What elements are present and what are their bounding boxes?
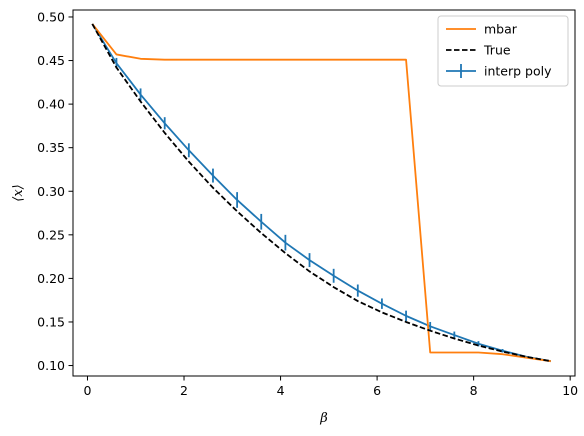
series-line-mbar	[91, 23, 551, 363]
legend-label: mbar	[484, 22, 518, 37]
legend-label: True	[483, 43, 511, 58]
series-line-interp-poly	[91, 23, 552, 363]
x-tick-label: 4	[277, 383, 285, 398]
plot-series	[91, 23, 552, 363]
y-axis-ticks: 0.10 0.15 0.20 0.25 0.30 0.35 0.40 0.45 0.50	[37, 9, 73, 373]
y-tick-label: 0.40	[37, 97, 65, 112]
series-line-true	[91, 23, 552, 363]
y-tick-label: 0.50	[37, 9, 65, 24]
plot-area-border	[72, 9, 576, 377]
x-tick-label: 10	[562, 383, 578, 398]
x-tick-label: 2	[180, 383, 188, 398]
y-axis-label: ⟨x⟩	[11, 184, 26, 201]
y-tick-label: 0.10	[37, 358, 65, 373]
x-tick-label: 0	[84, 383, 92, 398]
y-tick-label: 0.30	[37, 184, 65, 199]
legend-label: interp poly	[484, 64, 552, 79]
x-axis-ticks: 0 2 4 6 8 10	[84, 376, 578, 398]
y-tick-label: 0.45	[37, 53, 65, 68]
x-axis-label: β	[319, 411, 328, 426]
y-tick-label: 0.20	[37, 271, 65, 286]
y-tick-label: 0.25	[37, 227, 65, 242]
x-tick-label: 6	[373, 383, 381, 398]
x-tick-label: 8	[470, 383, 478, 398]
legend-box	[437, 15, 569, 87]
legend: mbar True interp poly	[437, 15, 569, 87]
y-tick-label: 0.15	[37, 314, 65, 329]
y-tick-label: 0.35	[37, 140, 65, 155]
axes-frame	[72, 9, 576, 377]
